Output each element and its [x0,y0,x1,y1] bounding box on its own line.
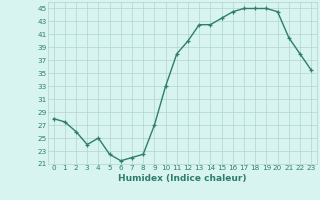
X-axis label: Humidex (Indice chaleur): Humidex (Indice chaleur) [118,174,247,183]
